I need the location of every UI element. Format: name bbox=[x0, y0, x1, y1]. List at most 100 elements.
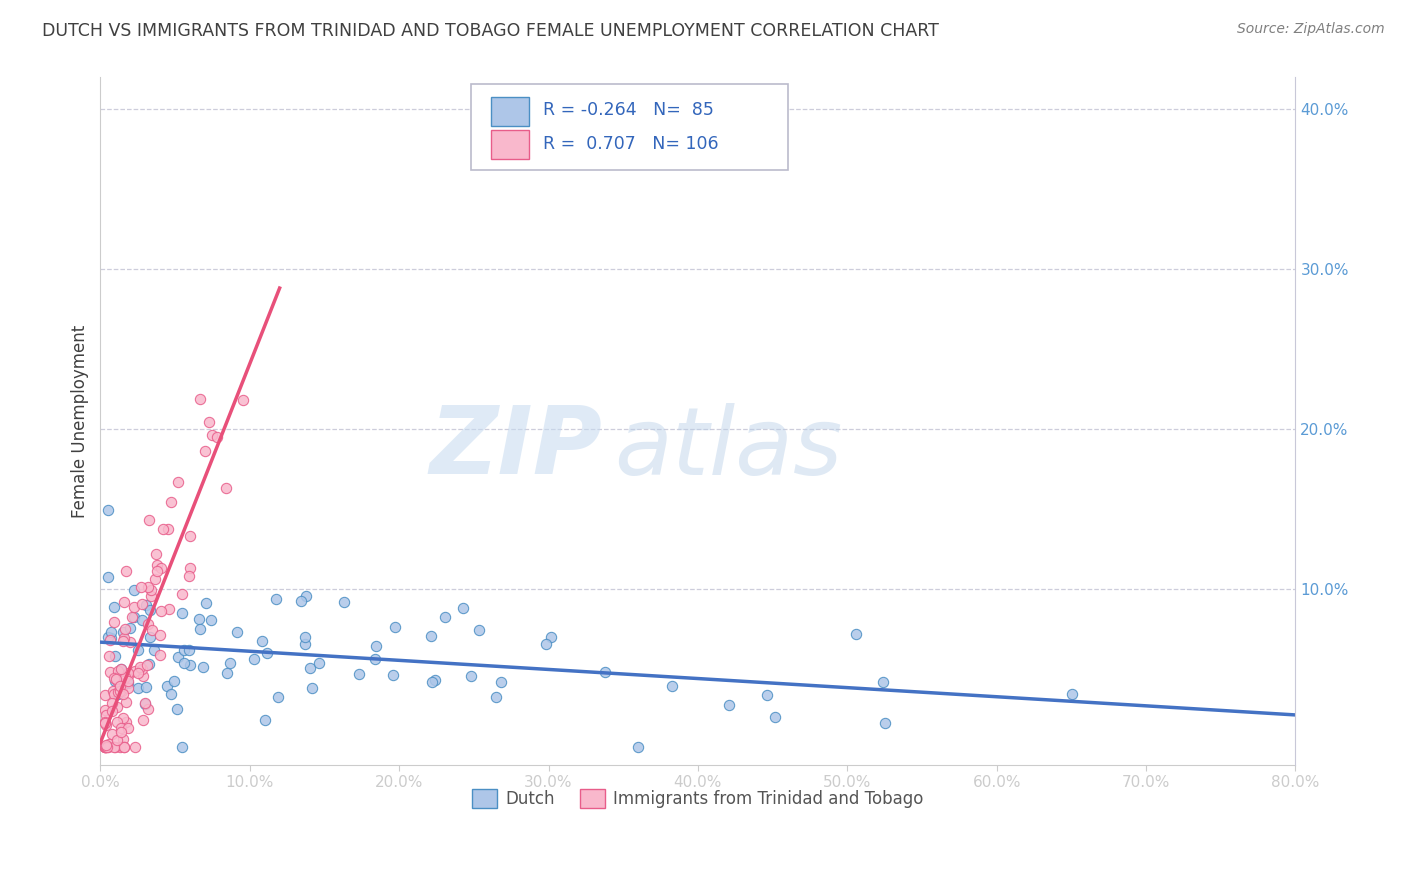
Point bbox=[188, 612, 211, 626]
Point bbox=[381, 668, 404, 682]
Point bbox=[135, 599, 157, 613]
Point bbox=[177, 642, 200, 657]
Point bbox=[166, 701, 188, 715]
Point bbox=[232, 392, 254, 407]
Point bbox=[94, 715, 117, 730]
Point bbox=[107, 673, 129, 688]
Text: R =  0.707   N= 106: R = 0.707 N= 106 bbox=[543, 135, 718, 153]
Point bbox=[122, 609, 145, 624]
Point bbox=[107, 685, 129, 699]
Point bbox=[112, 731, 135, 746]
Point bbox=[111, 711, 134, 725]
Point bbox=[214, 482, 236, 496]
Point bbox=[308, 656, 330, 670]
Point bbox=[110, 724, 132, 739]
Point bbox=[845, 627, 868, 641]
Point bbox=[94, 718, 117, 732]
Point bbox=[717, 698, 740, 712]
Point bbox=[135, 657, 157, 672]
Point bbox=[150, 561, 173, 575]
Point bbox=[101, 684, 124, 698]
Point bbox=[152, 522, 174, 536]
Point bbox=[104, 739, 127, 754]
Point bbox=[112, 631, 135, 645]
Point bbox=[298, 661, 321, 675]
Point bbox=[139, 589, 162, 603]
Point bbox=[197, 416, 219, 430]
Point bbox=[485, 690, 508, 704]
Point bbox=[131, 662, 153, 676]
Point bbox=[134, 697, 156, 711]
Point bbox=[111, 684, 134, 698]
Point bbox=[117, 673, 139, 688]
Point bbox=[191, 660, 214, 674]
Point bbox=[1060, 687, 1083, 701]
Point bbox=[364, 652, 387, 666]
Point bbox=[124, 664, 146, 678]
Point bbox=[96, 738, 118, 752]
Point bbox=[173, 643, 195, 657]
Point bbox=[194, 596, 217, 610]
Point bbox=[366, 639, 388, 653]
Point bbox=[97, 570, 120, 584]
Point bbox=[157, 602, 180, 616]
Point bbox=[94, 688, 117, 702]
Point bbox=[188, 392, 211, 406]
Point bbox=[875, 716, 897, 731]
Point bbox=[170, 587, 193, 601]
Text: ZIP: ZIP bbox=[429, 402, 602, 494]
Point bbox=[97, 739, 120, 754]
Text: atlas: atlas bbox=[614, 403, 842, 494]
Point bbox=[225, 624, 247, 639]
Point bbox=[295, 589, 318, 603]
Point bbox=[136, 580, 159, 594]
Point bbox=[200, 613, 222, 627]
Point bbox=[132, 713, 155, 727]
Point bbox=[114, 739, 136, 754]
Point bbox=[138, 657, 160, 672]
Point bbox=[101, 727, 124, 741]
Point bbox=[159, 495, 181, 509]
Point bbox=[141, 624, 163, 638]
Point bbox=[157, 522, 180, 536]
Point bbox=[121, 610, 143, 624]
Point bbox=[250, 633, 273, 648]
Point bbox=[98, 632, 121, 647]
Point bbox=[143, 572, 166, 586]
Point bbox=[107, 674, 129, 689]
Point bbox=[127, 681, 149, 695]
Point bbox=[117, 722, 139, 736]
Point bbox=[115, 564, 138, 578]
Point bbox=[217, 665, 239, 680]
Point bbox=[114, 670, 136, 684]
Point bbox=[118, 667, 141, 681]
Point bbox=[139, 583, 162, 598]
Point bbox=[460, 669, 482, 683]
Point bbox=[112, 633, 135, 648]
Point bbox=[173, 657, 195, 671]
Point bbox=[138, 616, 160, 631]
Point bbox=[110, 679, 132, 693]
Point bbox=[160, 687, 183, 701]
Point bbox=[103, 615, 125, 630]
Point bbox=[101, 704, 124, 718]
Text: DUTCH VS IMMIGRANTS FROM TRINIDAD AND TOBAGO FEMALE UNEMPLOYMENT CORRELATION CHA: DUTCH VS IMMIGRANTS FROM TRINIDAD AND TO… bbox=[42, 22, 939, 40]
Point bbox=[242, 652, 264, 666]
Point bbox=[489, 675, 512, 690]
Point bbox=[118, 621, 141, 635]
Point bbox=[94, 716, 117, 731]
Point bbox=[205, 430, 228, 444]
Point bbox=[755, 688, 778, 702]
Point bbox=[534, 637, 557, 651]
Point bbox=[111, 687, 134, 701]
Point bbox=[127, 666, 149, 681]
Point bbox=[118, 635, 141, 649]
Point bbox=[179, 529, 201, 543]
Point bbox=[98, 649, 121, 664]
Point bbox=[110, 662, 132, 676]
Point bbox=[115, 695, 138, 709]
Point bbox=[136, 702, 159, 716]
FancyBboxPatch shape bbox=[491, 96, 530, 126]
Point bbox=[97, 630, 120, 644]
Point bbox=[94, 703, 117, 717]
